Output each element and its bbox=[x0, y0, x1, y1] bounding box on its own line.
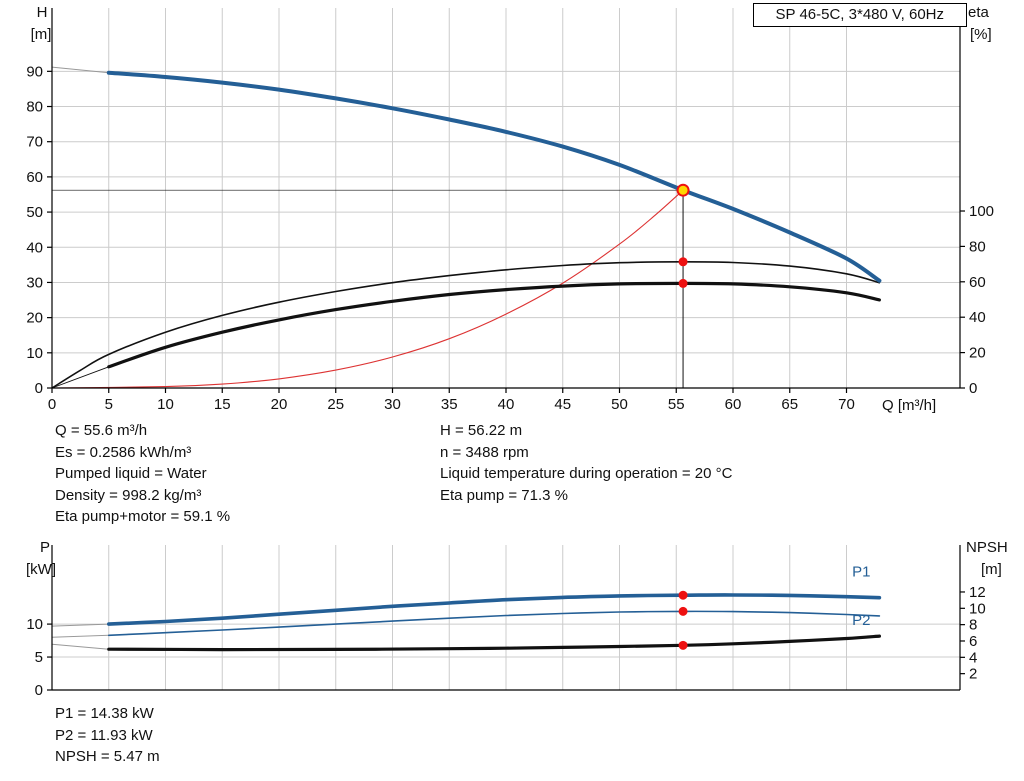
eta-pump-duty-dot bbox=[678, 257, 688, 267]
npsh-curve bbox=[107, 634, 881, 652]
x-tick-label-5: 5 bbox=[105, 396, 113, 413]
y-right-tick-label-0: 0 bbox=[969, 380, 977, 397]
p1-curve bbox=[107, 593, 882, 626]
y-right-tick-label-40: 40 bbox=[969, 309, 986, 326]
x-tick-label-45: 45 bbox=[554, 396, 571, 413]
y-right-tick-label-4: 4 bbox=[969, 649, 977, 666]
x-tick-label-65: 65 bbox=[781, 396, 798, 413]
x-tick-label-50: 50 bbox=[611, 396, 628, 413]
y-right-tick-label-80: 80 bbox=[969, 238, 986, 255]
p2-value: P2 = 11.93 kW bbox=[55, 726, 153, 744]
y-left-tick-label-10: 10 bbox=[26, 345, 43, 362]
y-left-tick-label-0: 0 bbox=[35, 682, 43, 699]
y-right-tick-label-100: 100 bbox=[969, 203, 994, 220]
y-left-tick-label-60: 60 bbox=[26, 169, 43, 186]
y-right-tick-label-10: 10 bbox=[969, 600, 986, 617]
head-value: H = 56.22 m bbox=[440, 422, 523, 439]
p-axis-title: P bbox=[39, 539, 50, 556]
x-tick-label-0: 0 bbox=[48, 396, 56, 413]
h-axis-title: H bbox=[36, 4, 48, 21]
specific-energy-value: Es = 0.2586 kWh/m³ bbox=[55, 443, 192, 461]
pump-model-title-box: SP 46-5C, 3*480 V, 60Hz bbox=[752, 3, 967, 27]
p1-value: P1 = 14.38 kW bbox=[55, 705, 154, 722]
q-axis-title: Q [m³/h] bbox=[882, 397, 937, 414]
npsh-duty-dot bbox=[678, 640, 688, 650]
p-axis-unit: [kW] bbox=[26, 561, 56, 578]
y-right-tick-label-8: 8 bbox=[969, 617, 977, 634]
eta-pump-motor-duty-dot bbox=[678, 278, 688, 288]
p1-duty-dot bbox=[678, 590, 688, 600]
x-tick-label-40: 40 bbox=[498, 396, 515, 413]
pumped-liquid-value: Pumped liquid = Water bbox=[55, 465, 207, 483]
y-right-tick-label-60: 60 bbox=[969, 274, 986, 291]
y-left-tick-label-20: 20 bbox=[26, 310, 43, 327]
p1-lead bbox=[51, 623, 110, 627]
p1-curve-label: P1 bbox=[852, 564, 870, 581]
eta-pump-motor-value: Eta pump+motor = 59.1 % bbox=[55, 508, 231, 526]
power-npsh-data: P1 = 14.38 kW P2 = 11.93 kW NPSH = 5.47 … bbox=[55, 703, 160, 768]
system-curve bbox=[51, 189, 684, 389]
y-left-tick-label-80: 80 bbox=[26, 99, 43, 116]
duty-point-marker bbox=[676, 183, 690, 197]
y-right-tick-label-12: 12 bbox=[969, 584, 986, 601]
x-tick-label-10: 10 bbox=[157, 396, 174, 413]
x-tick-label-60: 60 bbox=[725, 396, 742, 413]
speed-value: n = 3488 rpm bbox=[440, 443, 529, 461]
operating-data-right-column: H = 56.22 m n = 3488 rpm Liquid temperat… bbox=[440, 420, 732, 506]
y-left-tick-label-50: 50 bbox=[26, 204, 43, 221]
npsh-lead bbox=[51, 643, 110, 650]
head-curve-lead bbox=[51, 66, 110, 74]
y-right-tick-label-6: 6 bbox=[969, 633, 977, 650]
flow-value: Q = 55.6 m³/h bbox=[55, 422, 148, 439]
p2-duty-dot bbox=[678, 606, 688, 616]
npsh-axis-title: NPSH bbox=[966, 539, 1008, 556]
head-curve bbox=[106, 70, 882, 283]
density-value: Density = 998.2 kg/m³ bbox=[55, 486, 202, 504]
y-left-tick-label-5: 5 bbox=[35, 649, 43, 666]
p2-curve-label: P2 bbox=[852, 612, 870, 629]
x-tick-label-35: 35 bbox=[441, 396, 458, 413]
x-tick-label-25: 25 bbox=[327, 396, 344, 413]
h-axis-unit: [m] bbox=[30, 26, 52, 43]
p2-curve bbox=[108, 610, 881, 637]
operating-data-left-column: Q = 55.6 m³/h Es = 0.2586 kWh/m³ Pumped … bbox=[55, 420, 230, 528]
eta-pump-value: Eta pump = 71.3 % bbox=[440, 486, 568, 504]
y-left-tick-label-90: 90 bbox=[26, 63, 43, 80]
npsh-axis-unit: [m] bbox=[981, 561, 1002, 578]
eta-pump-motor-lead bbox=[51, 366, 110, 389]
y-right-tick-label-20: 20 bbox=[969, 345, 986, 362]
eta-pump-motor-curve bbox=[107, 281, 881, 369]
eta-pump-curve bbox=[51, 260, 881, 389]
x-tick-label-70: 70 bbox=[838, 396, 855, 413]
y-right-tick-label-2: 2 bbox=[969, 666, 977, 683]
x-tick-label-20: 20 bbox=[271, 396, 288, 413]
y-left-tick-label-40: 40 bbox=[26, 239, 43, 256]
y-left-tick-label-70: 70 bbox=[26, 134, 43, 151]
y-left-tick-label-0: 0 bbox=[35, 380, 43, 397]
liquid-temperature-value: Liquid temperature during operation = 20… bbox=[440, 465, 733, 483]
x-tick-label-55: 55 bbox=[668, 396, 685, 413]
eta-axis-title: eta bbox=[968, 4, 989, 21]
p2-lead bbox=[51, 634, 110, 638]
eta-axis-unit: [%] bbox=[970, 26, 992, 43]
y-left-tick-label-30: 30 bbox=[26, 274, 43, 291]
x-tick-label-15: 15 bbox=[214, 396, 231, 413]
npsh-value: NPSH = 5.47 m bbox=[55, 748, 160, 766]
x-tick-label-30: 30 bbox=[384, 396, 401, 413]
y-left-tick-label-10: 10 bbox=[26, 616, 43, 633]
pump-model-title: SP 46-5C, 3*480 V, 60Hz bbox=[775, 6, 944, 23]
